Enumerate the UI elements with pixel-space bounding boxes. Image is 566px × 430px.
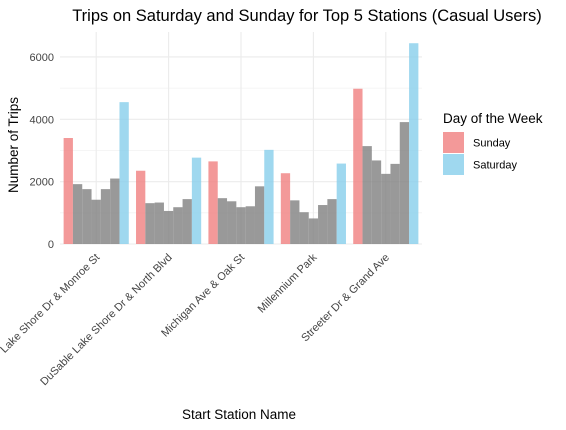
bar-tuesday-michigan-ave-oak-st [227, 201, 237, 244]
bar-sunday-streeter-dr-grand-ave [353, 88, 363, 244]
bar-sunday-dusable-lake-shore-dr-north-blvd [136, 170, 146, 244]
bar-tuesday-lake-shore-dr-monroe-st [82, 189, 92, 244]
bar-saturday-lake-shore-dr-monroe-st [119, 102, 129, 244]
legend-swatch-saturday [443, 154, 464, 175]
bar-saturday-millennium-park [336, 163, 346, 244]
bar-thursday-millennium-park [318, 205, 328, 244]
bar-wednesday-michigan-ave-oak-st [236, 207, 246, 244]
bar-tuesday-dusable-lake-shore-dr-north-blvd [154, 202, 164, 244]
bar-monday-millennium-park [290, 200, 300, 244]
y-axis-ticks: 0 2000 4000 6000 [30, 52, 54, 251]
bar-thursday-lake-shore-dr-monroe-st [100, 189, 111, 244]
legend: Day of the Week Sunday Saturday [443, 111, 543, 175]
y-tick-label: 2000 [30, 177, 54, 189]
bar-monday-streeter-dr-grand-ave [362, 146, 372, 244]
bar-sunday-millennium-park [280, 173, 291, 244]
bar-tuesday-streeter-dr-grand-ave [371, 160, 382, 244]
bar-friday-lake-shore-dr-monroe-st [110, 178, 120, 244]
bar-wednesday-streeter-dr-grand-ave [381, 173, 391, 244]
bar-monday-dusable-lake-shore-dr-north-blvd [145, 203, 155, 244]
x-tick-label: Michigan Ave & Oak St [159, 252, 247, 340]
bar-saturday-dusable-lake-shore-dr-north-blvd [191, 157, 202, 244]
bar-tuesday-millennium-park [299, 212, 309, 244]
bar-monday-lake-shore-dr-monroe-st [72, 184, 83, 244]
bar-friday-streeter-dr-grand-ave [399, 122, 410, 244]
x-tick-label: DuSable Lake Shore Dr & North Blvd [38, 252, 174, 388]
bar-friday-michigan-ave-oak-st [254, 186, 265, 244]
bar-sunday-michigan-ave-oak-st [208, 161, 218, 244]
chart-title: Trips on Saturday and Sunday for Top 5 S… [72, 7, 542, 25]
bar-thursday-michigan-ave-oak-st [245, 206, 255, 244]
y-tick-label: 4000 [30, 114, 54, 126]
bar-wednesday-dusable-lake-shore-dr-north-blvd [163, 210, 174, 244]
bar-friday-millennium-park [327, 199, 337, 244]
bar-friday-dusable-lake-shore-dr-north-blvd [182, 199, 192, 244]
y-tick-label: 0 [48, 239, 54, 251]
legend-title: Day of the Week [443, 111, 543, 126]
bar-thursday-streeter-dr-grand-ave [390, 163, 400, 244]
bar-wednesday-millennium-park [308, 218, 319, 244]
bar-wednesday-lake-shore-dr-monroe-st [91, 199, 101, 244]
bar-saturday-streeter-dr-grand-ave [409, 43, 419, 245]
x-tick-label: Millennium Park [256, 251, 320, 315]
bar-thursday-dusable-lake-shore-dr-north-blvd [173, 207, 183, 244]
legend-label-sunday: Sunday [473, 138, 511, 150]
y-tick-label: 6000 [30, 52, 54, 64]
bar-sunday-lake-shore-dr-monroe-st [63, 138, 73, 244]
legend-label-saturday: Saturday [473, 160, 518, 172]
x-axis-title: Start Station Name [182, 407, 296, 422]
y-axis-title: Number of Trips [6, 97, 21, 193]
bar-saturday-michigan-ave-oak-st [264, 149, 274, 244]
bars-group [63, 43, 419, 245]
bar-monday-michigan-ave-oak-st [217, 198, 228, 244]
legend-swatch-sunday [443, 132, 464, 153]
